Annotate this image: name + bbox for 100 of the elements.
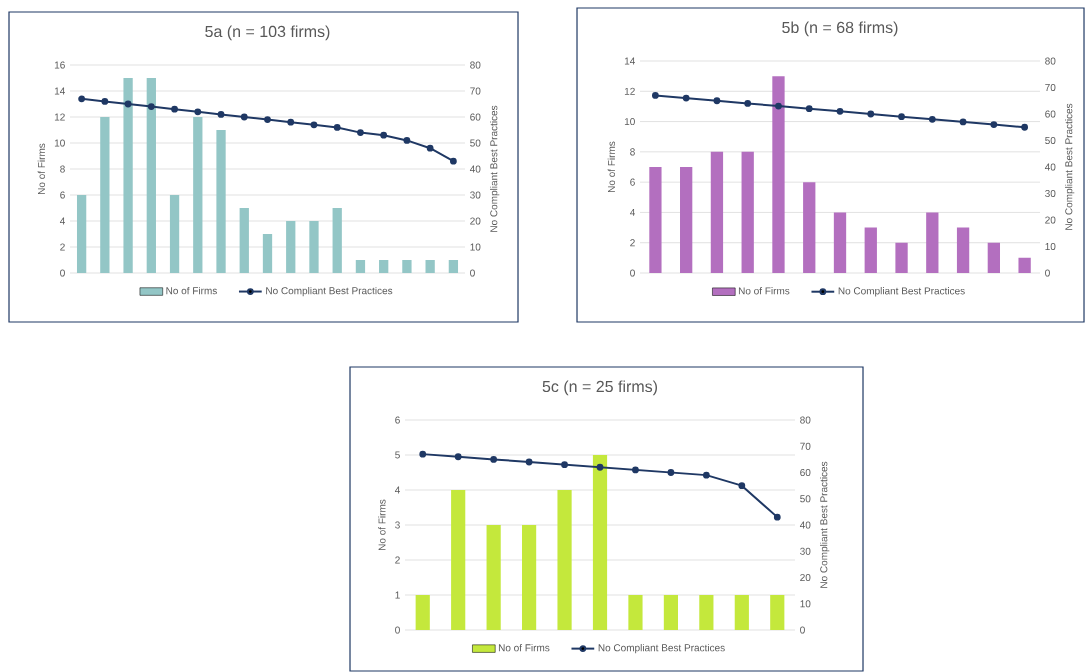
bar xyxy=(734,595,749,630)
point xyxy=(1021,123,1029,131)
point xyxy=(632,466,639,474)
y-tick-label: 6 xyxy=(630,178,635,186)
point xyxy=(775,102,782,110)
y-tick-label: 0 xyxy=(60,269,65,277)
chart-title: 5b (n = 68 firms) xyxy=(782,21,898,37)
point xyxy=(101,98,109,105)
y-tick-label: 6 xyxy=(395,416,400,424)
bar xyxy=(355,260,366,273)
bar xyxy=(146,78,156,273)
point xyxy=(713,97,721,105)
point xyxy=(287,118,295,126)
y-tick-label: 3 xyxy=(395,521,400,529)
y-tick-label: 8 xyxy=(60,165,65,173)
bar xyxy=(770,595,785,630)
bar xyxy=(286,221,296,273)
y2-tick-label: 40 xyxy=(469,165,481,173)
y-axis-title: No of Firms xyxy=(378,499,386,551)
bar xyxy=(680,167,693,273)
bar xyxy=(239,208,249,273)
y2-tick-label: 40 xyxy=(799,521,811,529)
bar xyxy=(76,195,87,273)
y2-axis-title: No Compliant Best Practices xyxy=(490,105,500,232)
bar xyxy=(864,227,877,273)
bar xyxy=(741,151,754,273)
point xyxy=(867,110,875,118)
point xyxy=(240,113,248,121)
bar xyxy=(956,227,970,273)
y-tick-label: 8 xyxy=(630,148,635,156)
y2-tick-label: 50 xyxy=(470,139,481,147)
bar xyxy=(216,130,226,273)
bar xyxy=(926,212,939,273)
y2-tick-label: 20 xyxy=(470,217,481,225)
y2-tick-label: 50 xyxy=(800,495,811,503)
y2-tick-label: 60 xyxy=(800,468,811,477)
bar xyxy=(772,76,785,273)
point xyxy=(147,103,155,110)
y-tick-label: 0 xyxy=(630,269,635,277)
point xyxy=(805,105,813,113)
point xyxy=(682,94,690,102)
bar xyxy=(379,260,389,273)
bar xyxy=(628,595,643,630)
bar xyxy=(100,117,110,273)
bar xyxy=(663,595,679,630)
bar xyxy=(895,242,908,273)
y2-tick-label: 20 xyxy=(800,573,811,582)
point xyxy=(264,116,271,123)
y2-tick-label: 10 xyxy=(470,243,481,251)
bar xyxy=(803,182,816,273)
y2-tick-label: 30 xyxy=(800,547,811,555)
y2-tick-label: 30 xyxy=(470,191,481,199)
point xyxy=(990,121,998,128)
point xyxy=(702,471,710,479)
y2-tick-label: 80 xyxy=(800,416,811,424)
point xyxy=(194,108,202,116)
y2-tick-label: 0 xyxy=(470,269,475,277)
y-tick-label: 5 xyxy=(395,451,400,459)
legend-label: No of Firms xyxy=(166,286,217,295)
bar xyxy=(987,242,1001,273)
y2-tick-label: 30 xyxy=(1045,189,1056,198)
bar xyxy=(415,595,430,630)
point xyxy=(426,144,434,152)
point xyxy=(836,107,844,115)
legend-label: No of Firms xyxy=(498,644,550,652)
point xyxy=(773,513,781,521)
y2-tick-label: 50 xyxy=(1045,136,1056,145)
y-axis-title: No of Firms xyxy=(607,141,616,193)
point xyxy=(928,115,936,123)
y2-tick-label: 20 xyxy=(1045,216,1056,224)
point xyxy=(651,92,659,99)
y-tick-label: 12 xyxy=(624,87,635,95)
bar xyxy=(309,221,319,273)
y-tick-label: 1 xyxy=(395,591,400,599)
point xyxy=(561,461,568,469)
point xyxy=(449,157,457,165)
y2-tick-label: 60 xyxy=(470,113,481,121)
point xyxy=(667,469,675,476)
y2-tick-label: 0 xyxy=(800,626,805,634)
legend-label: No Compliant Best Practices xyxy=(266,286,393,297)
point xyxy=(403,137,411,144)
point xyxy=(744,100,752,107)
point xyxy=(738,482,746,490)
point xyxy=(124,100,132,108)
y2-tick-label: 80 xyxy=(470,61,481,69)
chart-title: 5c (n = 25 firms) xyxy=(542,380,658,396)
point xyxy=(310,121,318,129)
bar xyxy=(425,260,435,273)
point xyxy=(357,129,364,136)
bar xyxy=(710,151,724,273)
y2-tick-label: 80 xyxy=(1045,57,1056,65)
bar xyxy=(699,595,714,630)
point xyxy=(490,455,498,463)
bar xyxy=(557,490,572,630)
y-tick-label: 14 xyxy=(624,57,635,65)
legend-label: No Compliant Best Practices xyxy=(838,287,965,297)
bar xyxy=(1018,257,1031,273)
bar xyxy=(402,260,412,273)
y-tick-label: 12 xyxy=(54,113,65,121)
point xyxy=(525,458,533,466)
